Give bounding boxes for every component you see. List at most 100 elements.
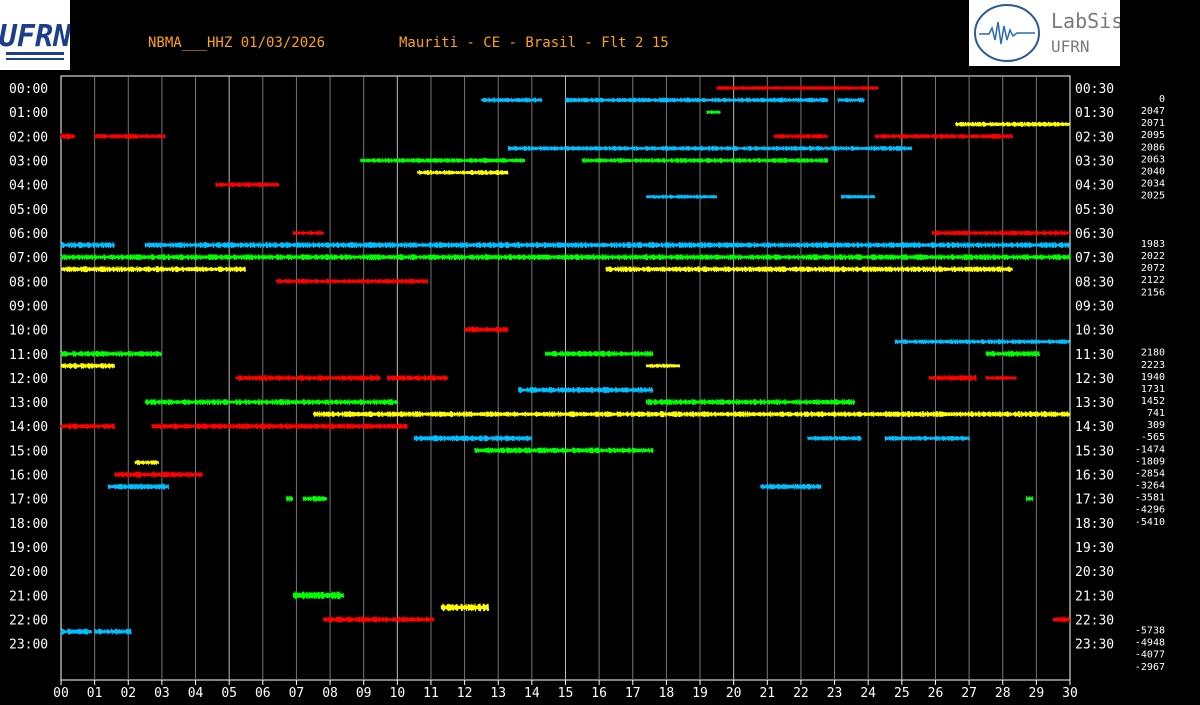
trace-segment-row-21-26 <box>894 339 1071 345</box>
right-time-label: 14:30 <box>1075 420 1114 435</box>
x-tick-label: 21 <box>759 686 775 701</box>
trace-segment-row-1-1 <box>480 97 543 103</box>
right-time-label: 09:30 <box>1075 299 1114 314</box>
trace-segment-row-13-19 <box>60 241 115 249</box>
right-time-label: 15:30 <box>1075 444 1114 459</box>
x-tick-label: 01 <box>87 686 103 701</box>
right-time-label: 18:30 <box>1075 517 1114 532</box>
right-time-label: 16:30 <box>1075 469 1114 484</box>
left-time-label: 06:00 <box>9 227 48 242</box>
trace-segment-row-4-7 <box>94 133 166 140</box>
left-time-label: 16:00 <box>9 469 48 484</box>
row-offset-label: -2854 <box>1135 468 1165 479</box>
trace-segment-row-28-40 <box>60 423 115 430</box>
x-tick-label: 07 <box>289 686 305 701</box>
trace-segment-row-24-33 <box>386 374 449 381</box>
trace-segment-row-7-13 <box>417 170 509 176</box>
right-time-label: 04:30 <box>1075 179 1114 194</box>
row-offset-label: -3264 <box>1135 481 1165 492</box>
trace-segment-row-1-2 <box>565 97 829 103</box>
x-tick-label: 05 <box>221 686 237 701</box>
left-time-label: 23:00 <box>9 638 48 653</box>
left-time-label: 11:00 <box>9 348 48 363</box>
grid-lines <box>94 76 1037 680</box>
trace-segment-row-44-56 <box>1052 616 1071 623</box>
row-offset-label: -4948 <box>1135 638 1165 649</box>
trace-segment-row-6-12 <box>581 157 829 164</box>
right-time-label: 11:30 <box>1075 348 1114 363</box>
trace-segment-row-33-49 <box>760 483 822 490</box>
right-time-label: 01:30 <box>1075 106 1114 121</box>
row-offset-label: -565 <box>1141 432 1165 443</box>
right-time-label: 13:30 <box>1075 396 1114 411</box>
trace-segment-row-23-31 <box>645 362 681 369</box>
row-offset-label: -5410 <box>1135 517 1165 528</box>
x-tick-label: 17 <box>625 686 641 701</box>
row-offset-label: -3581 <box>1135 493 1165 504</box>
trace-segment-row-28-41 <box>151 423 408 430</box>
trace-segment-row-6-11 <box>359 157 526 164</box>
x-tick-label: 19 <box>692 686 708 701</box>
left-time-label: 19:00 <box>9 541 48 556</box>
trace-segment-row-29-42 <box>413 435 533 442</box>
trace-segment-row-34-52 <box>1025 495 1034 502</box>
trace-segment-row-22-27 <box>60 350 162 357</box>
right-time-labels: 00:30 01:30 02:30 03:30 04:30 05:30 06:30 07:30… <box>1075 82 1114 653</box>
left-time-label: 22:00 <box>9 614 48 629</box>
trace-segment-row-12-17 <box>292 230 325 236</box>
right-time-label: 05:30 <box>1075 203 1114 218</box>
trace-segment-row-4-6 <box>60 133 75 140</box>
trace-segment-row-14-21 <box>60 254 1071 261</box>
row-offset-label: -2967 <box>1135 662 1165 673</box>
trace-segment-row-25-36 <box>517 386 654 394</box>
trace-segment-row-34-50 <box>285 495 294 502</box>
row-offset-label: -4077 <box>1135 650 1165 661</box>
location-title: Mauriti - CE - Brasil - Flt 2 15 <box>399 35 669 51</box>
row-offset-label: 2180 <box>1141 348 1165 359</box>
trace-segment-row-27-39 <box>312 411 1071 418</box>
left-time-label: 12:00 <box>9 372 48 387</box>
row-offset-label: 309 <box>1147 420 1165 431</box>
trace-segment-row-32-47 <box>114 471 203 478</box>
trace-segment-row-22-28 <box>544 350 654 357</box>
row-offset-label: 2047 <box>1141 106 1165 117</box>
left-time-label: 18:00 <box>9 517 48 532</box>
trace-segment-row-0-0 <box>716 85 879 91</box>
trace-segment-row-31-46 <box>134 460 159 465</box>
row-offset-label: 2122 <box>1141 275 1165 286</box>
x-tick-label: 30 <box>1062 686 1078 701</box>
trace-segment-row-33-48 <box>107 483 170 490</box>
x-tick-label: 11 <box>423 686 439 701</box>
row-offset-label: 2040 <box>1141 166 1165 177</box>
left-time-label: 10:00 <box>9 324 48 339</box>
ufrn-logo-text: UFRN <box>0 19 70 54</box>
trace-segment-row-4-8 <box>773 133 828 140</box>
left-time-label: 03:00 <box>9 154 48 169</box>
row-offset-label: 741 <box>1147 408 1165 419</box>
x-tick-label: 09 <box>356 686 372 701</box>
trace-segment-row-15-23 <box>605 266 1013 273</box>
trace-segment-row-2-4 <box>706 109 721 115</box>
trace-segment-row-45-58 <box>94 628 132 635</box>
row-offset-label: 2071 <box>1141 118 1165 129</box>
right-time-label: 23:30 <box>1075 638 1114 653</box>
trace-segment-row-20-25 <box>464 326 509 333</box>
trace-segment-row-13-20 <box>144 241 1071 249</box>
row-offset-label: 0 <box>1159 94 1165 105</box>
x-axis-ticks: 00 01 02 03 04 05 06 07 08 09 10 11 12 13 14 15 16 17 18 19… <box>53 680 1078 701</box>
left-time-label: 02:00 <box>9 130 48 145</box>
left-time-label: 01:00 <box>9 106 48 121</box>
x-tick-label: 29 <box>1029 686 1045 701</box>
x-tick-label: 22 <box>793 686 809 701</box>
row-offset-label: 2223 <box>1141 360 1165 371</box>
x-tick-label: 04 <box>188 686 204 701</box>
x-tick-label: 06 <box>255 686 271 701</box>
trace-segment-row-34-51 <box>302 495 328 502</box>
x-tick-label: 27 <box>961 686 977 701</box>
left-time-label: 13:00 <box>9 396 48 411</box>
row-offset-label: 1983 <box>1141 239 1165 250</box>
x-tick-label: 08 <box>322 686 338 701</box>
x-tick-label: 28 <box>995 686 1011 701</box>
